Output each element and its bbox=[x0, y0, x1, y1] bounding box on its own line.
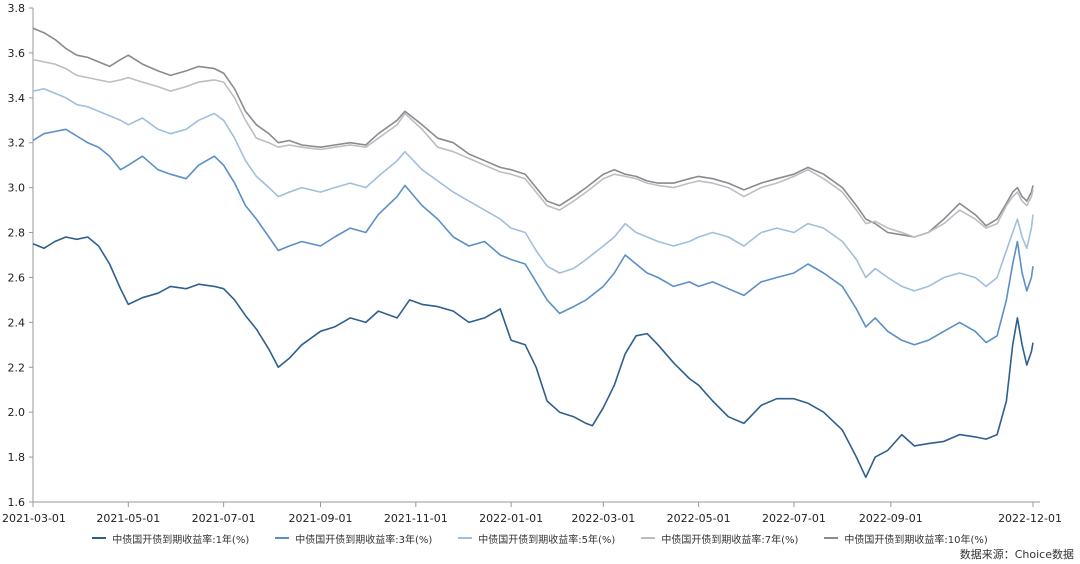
y-tick-label: 3.4 bbox=[8, 92, 26, 105]
chart-legend: 中债国开债到期收益率:1年(%) 中债国开债到期收益率:3年(%) 中债国开债到期收… bbox=[0, 528, 1080, 548]
legend-item-5: 中债国开债到期收益率:10年(%) bbox=[824, 531, 988, 546]
y-tick-label: 1.6 bbox=[8, 496, 26, 509]
data-source-note: 数据来源：Choice数据 bbox=[959, 548, 1074, 561]
legend-label: 中债国开债到期收益率:5年(%) bbox=[478, 534, 616, 546]
legend-label: 中债国开债到期收益率:7年(%) bbox=[661, 534, 799, 546]
x-tick-label: 2021-03-01 bbox=[2, 512, 66, 525]
y-tick-label: 3.0 bbox=[8, 182, 26, 195]
y-tick-label: 2.6 bbox=[8, 271, 26, 284]
legend-swatch bbox=[641, 537, 656, 539]
legend-swatch bbox=[275, 537, 290, 539]
legend-item-3: 中债国开债到期收益率:5年(%) bbox=[458, 531, 615, 546]
legend-swatch bbox=[458, 537, 473, 539]
y-tick-label: 3.6 bbox=[8, 47, 26, 60]
chart-axes: 1.6 1.8 2.0 2.2 2.4 2.6 2.8 3.0 3.2 3.4 3.6 3.8 2021… bbox=[2, 2, 1062, 525]
y-tick-label: 2.2 bbox=[8, 361, 26, 374]
series-line-2 bbox=[32, 128, 1034, 346]
x-tick-label: 2022-12-01 bbox=[998, 512, 1062, 525]
legend-item-1: 中债国开债到期收益率:1年(%) bbox=[92, 531, 249, 546]
x-tick-label: 2021-07-01 bbox=[192, 512, 256, 525]
series-line-3 bbox=[32, 88, 1034, 292]
legend-label: 中债国开债到期收益率:3年(%) bbox=[295, 534, 433, 546]
x-tick-label: 2021-11-01 bbox=[384, 512, 448, 525]
legend-item-2: 中债国开债到期收益率:3年(%) bbox=[275, 531, 432, 546]
x-tick-label: 2022-01-01 bbox=[479, 512, 543, 525]
y-tick-label: 3.2 bbox=[8, 137, 26, 150]
legend-item-4: 中债国开债到期收益率:7年(%) bbox=[641, 531, 798, 546]
legend-swatch bbox=[824, 537, 839, 539]
y-tick-label: 3.8 bbox=[8, 2, 26, 15]
legend-swatch bbox=[92, 537, 107, 539]
y-tick-label: 1.8 bbox=[8, 451, 26, 464]
x-tick-label: 2021-05-01 bbox=[96, 512, 160, 525]
y-tick-label: 2.0 bbox=[8, 406, 26, 419]
legend-label: 中债国开债到期收益率:10年(%) bbox=[844, 534, 988, 546]
legend-label: 中债国开债到期收益率:1年(%) bbox=[112, 534, 250, 546]
series-line-5 bbox=[32, 27, 1034, 238]
x-tick-label: 2022-03-01 bbox=[571, 512, 635, 525]
series-line-4 bbox=[32, 58, 1034, 238]
x-tick-label: 2021-09-01 bbox=[289, 512, 353, 525]
x-tick-label: 2022-09-01 bbox=[859, 512, 923, 525]
y-tick-label: 2.8 bbox=[8, 227, 26, 240]
series-layer bbox=[32, 27, 1034, 479]
x-tick-label: 2022-05-01 bbox=[667, 512, 731, 525]
y-tick-label: 2.4 bbox=[8, 316, 26, 329]
x-tick-label: 2022-07-01 bbox=[762, 512, 826, 525]
series-line-1 bbox=[32, 236, 1034, 479]
